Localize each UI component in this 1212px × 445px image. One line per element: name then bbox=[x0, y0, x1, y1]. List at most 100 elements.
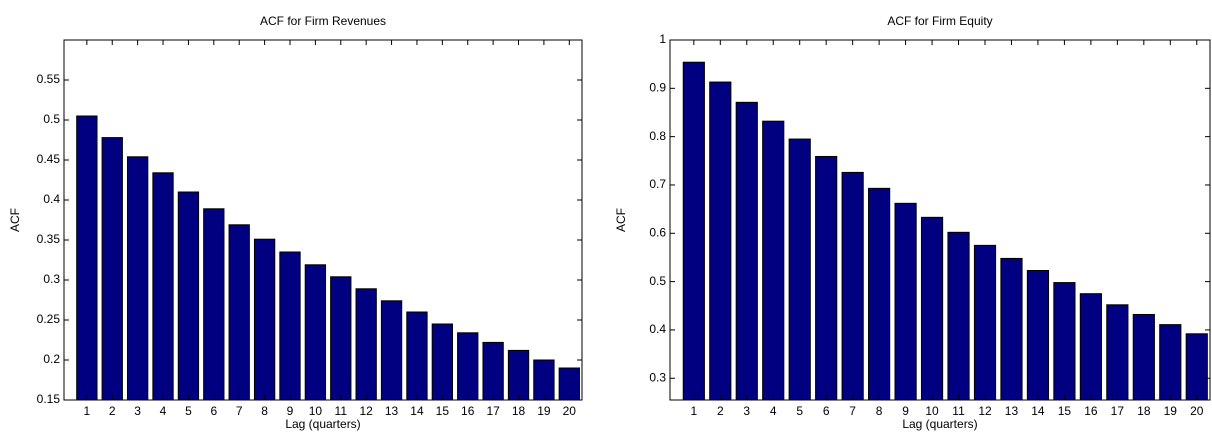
bar bbox=[1106, 304, 1129, 401]
x-tick-label: 5 bbox=[796, 404, 803, 418]
bar bbox=[507, 349, 530, 401]
x-tick-label: 18 bbox=[512, 404, 526, 418]
x-tick-label: 4 bbox=[770, 404, 777, 418]
x-tick-label: 9 bbox=[902, 404, 909, 418]
x-axis-label: Lag (quarters) bbox=[902, 417, 977, 431]
x-tick-label: 1 bbox=[690, 404, 697, 418]
bar bbox=[152, 172, 174, 401]
bar bbox=[735, 101, 758, 401]
y-tick-label: 0.15 bbox=[37, 392, 61, 406]
bar bbox=[177, 191, 200, 401]
y-tick-label: 0.4 bbox=[649, 322, 666, 336]
bar bbox=[1000, 257, 1023, 401]
x-tick-label: 6 bbox=[823, 404, 830, 418]
x-tick-label: 16 bbox=[461, 404, 475, 418]
x-tick-label: 2 bbox=[717, 404, 724, 418]
x-tick-label: 5 bbox=[185, 404, 192, 418]
bar bbox=[841, 171, 864, 401]
x-tick-label: 9 bbox=[287, 404, 294, 418]
x-axis-label: Lag (quarters) bbox=[285, 417, 360, 431]
bar bbox=[973, 244, 997, 401]
bar bbox=[894, 202, 917, 401]
x-tick-label: 1 bbox=[84, 404, 91, 418]
x-tick-label: 6 bbox=[210, 404, 217, 418]
bar bbox=[203, 208, 225, 401]
x-tick-label: 7 bbox=[236, 404, 243, 418]
x-tick-label: 10 bbox=[309, 404, 323, 418]
x-tick-label: 13 bbox=[1005, 404, 1019, 418]
x-tick-label: 20 bbox=[563, 404, 577, 418]
y-tick-label: 0.25 bbox=[37, 312, 61, 326]
y-tick-label: 0.5 bbox=[649, 274, 666, 288]
bar bbox=[330, 276, 352, 401]
y-tick-label: 0.7 bbox=[649, 177, 666, 191]
bar bbox=[101, 137, 123, 401]
x-tick-label: 14 bbox=[1031, 404, 1045, 418]
bar bbox=[533, 359, 555, 401]
x-tick-label: 17 bbox=[486, 404, 500, 418]
bar bbox=[1185, 333, 1208, 401]
bar bbox=[1053, 282, 1076, 401]
x-tick-label: 8 bbox=[876, 404, 883, 418]
y-tick-label: 0.6 bbox=[649, 225, 666, 239]
y-axis-label: ACF bbox=[8, 208, 22, 232]
x-tick-label: 19 bbox=[1164, 404, 1178, 418]
bar bbox=[1026, 269, 1050, 401]
bar bbox=[457, 332, 479, 401]
x-tick-label: 11 bbox=[335, 404, 348, 418]
bar bbox=[815, 155, 838, 401]
bar bbox=[228, 224, 250, 401]
x-tick-label: 18 bbox=[1137, 404, 1151, 418]
y-tick-label: 0.4 bbox=[43, 192, 60, 206]
x-tick-label: 20 bbox=[1190, 404, 1204, 418]
y-tick-label: 0.3 bbox=[649, 370, 666, 384]
bar bbox=[279, 251, 301, 401]
x-tick-label: 16 bbox=[1084, 404, 1098, 418]
x-tick-label: 7 bbox=[849, 404, 856, 418]
x-tick-label: 10 bbox=[925, 404, 939, 418]
bar bbox=[920, 216, 944, 401]
x-tick-label: 17 bbox=[1111, 404, 1125, 418]
x-tick-label: 12 bbox=[978, 404, 992, 418]
x-tick-label: 2 bbox=[109, 404, 116, 418]
bar bbox=[947, 231, 970, 401]
bar bbox=[253, 238, 276, 401]
y-tick-label: 0.8 bbox=[649, 129, 666, 143]
bar bbox=[868, 187, 891, 401]
y-tick-label: 0.9 bbox=[649, 80, 666, 94]
x-tick-label: 15 bbox=[436, 404, 450, 418]
y-tick-label: 0.2 bbox=[43, 352, 60, 366]
bar bbox=[126, 156, 149, 401]
x-tick-label: 11 bbox=[952, 404, 965, 418]
bar bbox=[406, 311, 428, 401]
x-tick-label: 12 bbox=[359, 404, 373, 418]
y-axis-label: ACF bbox=[614, 208, 628, 232]
bar bbox=[431, 323, 454, 401]
bar bbox=[788, 138, 811, 401]
bar bbox=[76, 115, 98, 401]
bar bbox=[482, 341, 504, 401]
bar bbox=[1079, 293, 1102, 401]
x-tick-label: 14 bbox=[410, 404, 424, 418]
bar bbox=[709, 81, 732, 401]
x-tick-label: 3 bbox=[743, 404, 750, 418]
chart-title: ACF for Firm Equity bbox=[887, 14, 992, 28]
bar bbox=[1159, 324, 1182, 401]
y-tick-label: 0.55 bbox=[37, 72, 61, 86]
y-tick-label: 0.45 bbox=[37, 152, 61, 166]
y-tick-label: 0.3 bbox=[43, 272, 60, 286]
bar bbox=[682, 61, 705, 401]
bar bbox=[355, 288, 377, 401]
y-tick-label: 1 bbox=[659, 32, 666, 46]
x-tick-label: 13 bbox=[385, 404, 399, 418]
bar bbox=[762, 120, 785, 401]
bar bbox=[304, 264, 327, 401]
y-tick-label: 0.35 bbox=[37, 232, 61, 246]
x-tick-label: 4 bbox=[160, 404, 167, 418]
axes-frame bbox=[669, 39, 1211, 401]
x-tick-label: 19 bbox=[537, 404, 551, 418]
bar bbox=[380, 300, 403, 401]
y-tick-label: 0.5 bbox=[43, 112, 60, 126]
